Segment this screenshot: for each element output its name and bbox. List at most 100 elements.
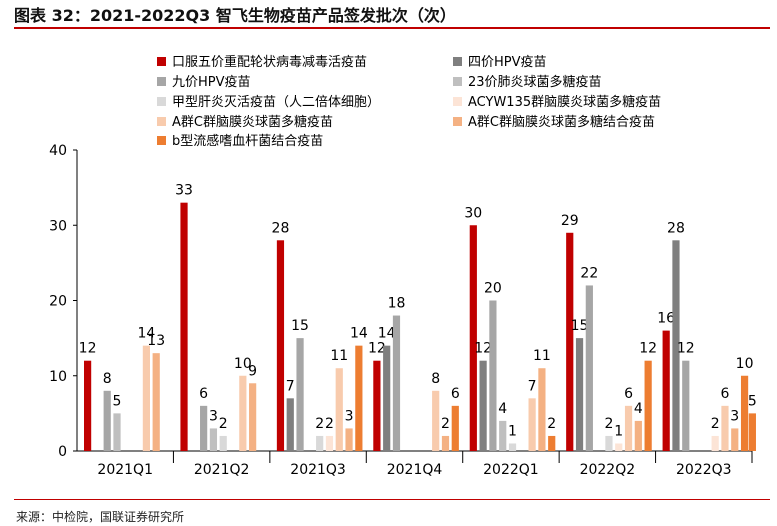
legend-label: A群C群脑膜炎球菌多糖结合疫苗	[468, 115, 655, 130]
data-label: 12	[677, 341, 695, 357]
data-label: 33	[175, 183, 193, 199]
x-tick-label: 2021Q3	[290, 462, 346, 478]
data-label: 6	[451, 386, 460, 402]
bar	[605, 435, 613, 451]
x-tick-label: 2022Q2	[580, 462, 636, 478]
y-tick-label: 30	[49, 218, 67, 234]
legend-label: ACYW135群脑膜炎球菌多糖疫苗	[468, 95, 662, 110]
data-label: 2	[604, 416, 613, 432]
bar	[383, 345, 391, 451]
legend-swatch	[453, 97, 462, 106]
bar	[634, 420, 642, 451]
data-label: 4	[634, 401, 643, 417]
bar	[479, 360, 487, 451]
bar	[469, 225, 477, 451]
bar	[585, 285, 593, 451]
data-label: 2	[441, 416, 450, 432]
bar	[373, 360, 381, 451]
data-label: 4	[498, 401, 507, 417]
bar	[296, 338, 304, 451]
data-label: 6	[721, 386, 730, 402]
data-label: 10	[234, 356, 252, 372]
bar	[566, 232, 574, 451]
x-tick-label: 2022Q3	[676, 462, 732, 478]
data-label: 12	[368, 341, 386, 357]
data-label: 12	[639, 341, 657, 357]
bar	[142, 345, 150, 451]
data-label: 22	[580, 265, 598, 281]
data-label: 2	[315, 416, 324, 432]
data-label: 6	[199, 386, 208, 402]
x-tick-label: 2021Q2	[194, 462, 250, 478]
bar	[239, 375, 247, 451]
legend-label: 口服五价重配轮状病毒减毒活疫苗	[172, 55, 368, 70]
data-label: 9	[248, 363, 257, 379]
source-rule	[14, 499, 770, 500]
legend-item: 口服五价重配轮状病毒减毒活疫苗	[157, 55, 367, 71]
bar	[672, 240, 680, 451]
data-label: 1	[614, 423, 623, 439]
bar	[325, 435, 334, 451]
data-label: 16	[657, 311, 675, 327]
bar	[392, 315, 401, 451]
bar	[548, 435, 556, 451]
data-label: 3	[345, 408, 354, 424]
y-tick-label: 0	[58, 444, 67, 460]
bar	[355, 345, 363, 451]
legend-item: 九价HPV疫苗	[157, 75, 251, 91]
data-label: 1	[508, 423, 517, 439]
data-label: 13	[147, 333, 165, 349]
data-label: 8	[431, 371, 440, 387]
data-label: 14	[378, 326, 396, 342]
data-label: 5	[748, 393, 757, 409]
data-label: 6	[624, 386, 633, 402]
legend-item: b型流感嗜血杆菌结合疫苗	[157, 134, 323, 150]
bar	[615, 443, 623, 451]
data-label: 7	[286, 378, 295, 394]
data-label: 20	[484, 281, 502, 297]
x-tick-label: 2022Q1	[483, 462, 539, 478]
legend-swatch	[453, 77, 462, 86]
legend-swatch	[157, 97, 166, 106]
bar	[451, 405, 459, 451]
x-tick-label: 2021Q4	[387, 462, 443, 478]
bar	[345, 428, 353, 451]
title-rule	[14, 27, 770, 29]
bar	[682, 360, 690, 451]
data-label: 2	[325, 416, 334, 432]
legend-label: A群C群脑膜炎球菌多糖疫苗	[172, 115, 333, 130]
bar	[575, 338, 584, 451]
data-label: 7	[528, 378, 537, 394]
bar	[180, 202, 188, 451]
data-label: 29	[561, 213, 579, 229]
y-tick-label: 10	[49, 369, 67, 385]
legend-item: A群C群脑膜炎球菌多糖疫苗	[157, 115, 333, 131]
bar	[740, 375, 749, 451]
bar	[624, 405, 633, 451]
bar	[209, 428, 218, 451]
data-label: 14	[137, 326, 155, 342]
bar	[219, 435, 227, 451]
data-label: 28	[272, 220, 290, 236]
bar	[335, 368, 343, 451]
legend-label: 23价肺炎球菌多糖疫苗	[468, 75, 602, 90]
bar	[748, 413, 756, 451]
legend-swatch	[453, 57, 462, 66]
y-tick-label: 40	[49, 143, 67, 159]
title-bar: 图表 32：2021-2022Q3 智飞生物疫苗产品签发批次（次）	[0, 0, 777, 29]
bar	[103, 390, 111, 451]
legend-item: 甲型肝炎灭活疫苗（人二倍体细胞）	[157, 95, 380, 111]
data-label: 2	[547, 416, 556, 432]
legend-swatch	[157, 117, 166, 126]
bar	[711, 435, 719, 451]
source-note: 来源：中检院，国联证券研究所	[16, 510, 185, 524]
bar	[538, 368, 546, 451]
data-label: 8	[103, 371, 112, 387]
legend-label: 甲型肝炎灭活疫苗（人二倍体细胞）	[172, 95, 381, 110]
bar	[499, 420, 507, 451]
y-tick-label: 20	[49, 294, 67, 310]
bar	[249, 383, 257, 451]
bar	[152, 353, 160, 451]
data-label: 14	[350, 326, 368, 342]
